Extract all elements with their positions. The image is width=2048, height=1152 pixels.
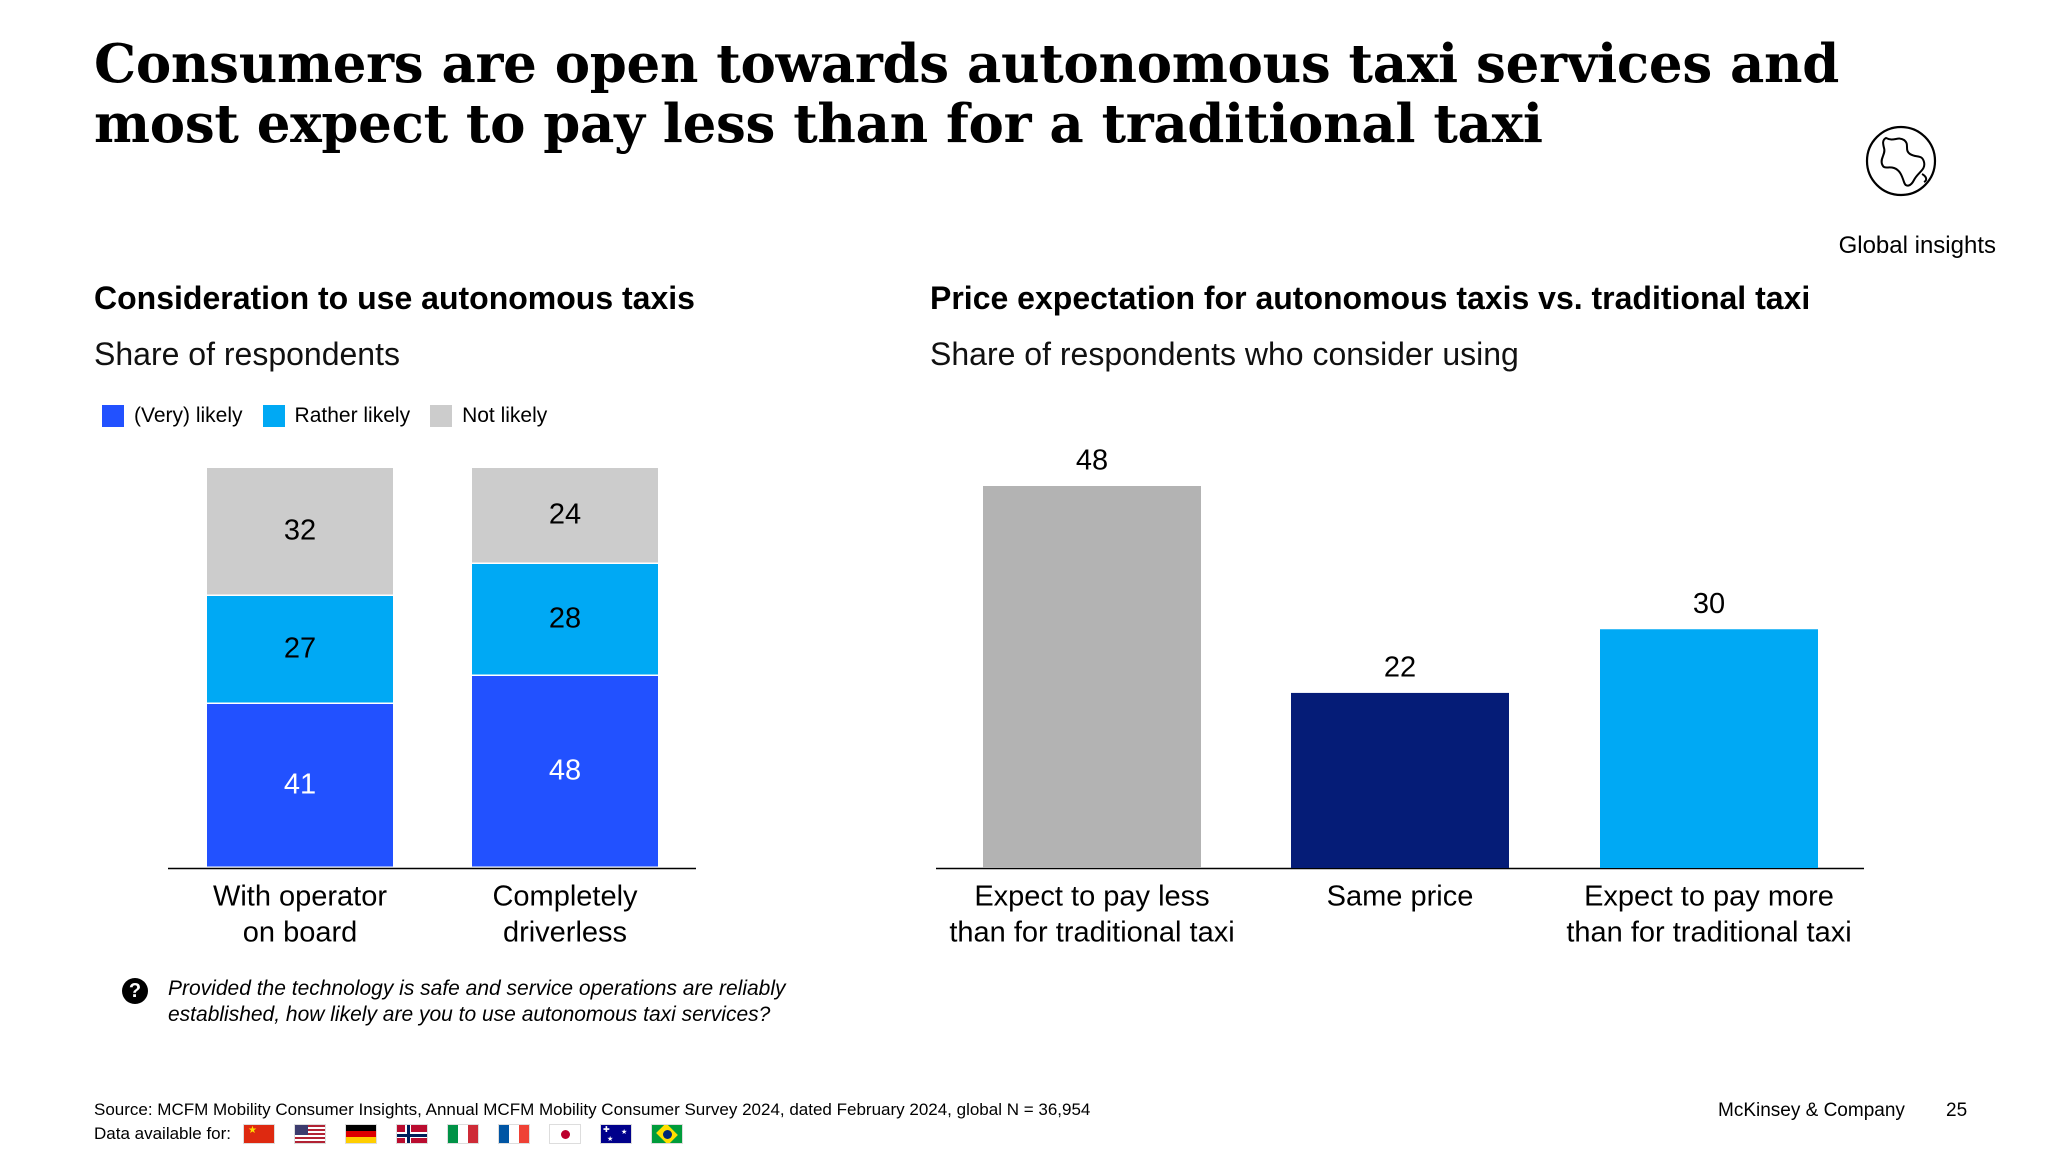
global-insights-label: Global insights bbox=[1838, 232, 1996, 259]
bar-value-label: 28 bbox=[549, 603, 581, 635]
data-available: Data available for: ★ ✚ ★ ★ bbox=[94, 1124, 702, 1144]
left-panel-subtitle: Share of respondents bbox=[94, 336, 400, 372]
bar bbox=[1600, 629, 1818, 868]
bar-value-label: 48 bbox=[1076, 445, 1108, 477]
bar bbox=[1291, 692, 1509, 868]
germany-flag-icon bbox=[345, 1124, 378, 1144]
bar-value-label: 30 bbox=[1693, 588, 1725, 620]
legend-label: (Very) likely bbox=[134, 404, 243, 427]
bar-value-label: 24 bbox=[549, 499, 581, 531]
japan-flag-icon bbox=[549, 1124, 582, 1144]
china-flag-icon: ★ bbox=[243, 1124, 276, 1144]
bar-value-label: 48 bbox=[549, 755, 581, 787]
stacked-bar-segment bbox=[472, 468, 658, 563]
globe-icon bbox=[1865, 125, 1937, 197]
left-panel-title: Consideration to use autonomous taxis bbox=[94, 280, 695, 316]
france-flag-icon bbox=[498, 1124, 531, 1144]
stacked-bar-segment bbox=[207, 596, 393, 703]
category-label: Same price bbox=[1327, 881, 1474, 913]
legend-swatch bbox=[262, 405, 285, 427]
brazil-flag-icon bbox=[651, 1124, 684, 1144]
stacked-bar-segment bbox=[472, 676, 658, 867]
question-text: Provided the technology is safe and serv… bbox=[168, 977, 786, 1026]
usa-flag-icon bbox=[294, 1124, 327, 1144]
data-available-label: Data available for: bbox=[94, 1124, 232, 1143]
italy-flag-icon bbox=[447, 1124, 480, 1144]
legend-label: Not likely bbox=[462, 404, 548, 427]
stacked-bar-segment bbox=[207, 468, 393, 595]
bar-value-label: 22 bbox=[1384, 652, 1416, 684]
stacked-bar-segment bbox=[207, 704, 393, 867]
legend-item-very-likely: (Very) likely bbox=[102, 404, 243, 428]
bar-value-label: 27 bbox=[284, 633, 316, 665]
right-panel-title: Price expectation for autonomous taxis v… bbox=[930, 280, 1811, 316]
category-label: Completely bbox=[492, 881, 638, 913]
legend-item-rather-likely: Rather likely bbox=[262, 404, 411, 428]
flag-list: ★ ✚ ★ ★ bbox=[243, 1124, 702, 1144]
category-label: on board bbox=[243, 917, 358, 949]
category-label: Expect to pay more bbox=[1584, 881, 1834, 913]
category-label: than for traditional taxi bbox=[949, 917, 1234, 949]
page-number: 25 bbox=[1946, 1100, 1968, 1121]
page-title: Consumers are open towards autonomous ta… bbox=[94, 33, 1840, 155]
category-label: than for traditional taxi bbox=[1566, 917, 1851, 949]
bar-value-label: 41 bbox=[284, 769, 316, 801]
right-panel-subtitle: Share of respondents who consider using bbox=[930, 336, 1519, 372]
legend-item-not-likely: Not likely bbox=[430, 404, 547, 428]
survey-question: ? Provided the technology is safe and se… bbox=[122, 976, 848, 1028]
bar-value-label: 32 bbox=[284, 515, 316, 547]
stacked-bar-segment bbox=[472, 564, 658, 675]
category-label: With operator bbox=[213, 881, 387, 913]
source-note: Source: MCFM Mobility Consumer Insights,… bbox=[94, 1100, 1091, 1119]
category-label: Expect to pay less bbox=[974, 881, 1209, 913]
australia-flag-icon: ✚ ★ ★ bbox=[600, 1124, 633, 1144]
legend-swatch bbox=[430, 405, 453, 427]
norway-flag-icon bbox=[396, 1124, 429, 1144]
charts-canvas: 41 27 32 With operator on board 48 28 24 Complet… bbox=[168, 445, 1864, 949]
category-label: driverless bbox=[503, 917, 627, 949]
chart-legend: (Very) likely Rather likely Not likely bbox=[102, 404, 567, 428]
legend-swatch bbox=[102, 405, 124, 427]
question-icon: ? bbox=[122, 978, 148, 1004]
bar bbox=[983, 486, 1201, 868]
company-name: McKinsey & Company bbox=[1718, 1100, 1905, 1121]
legend-label: Rather likely bbox=[294, 404, 411, 427]
